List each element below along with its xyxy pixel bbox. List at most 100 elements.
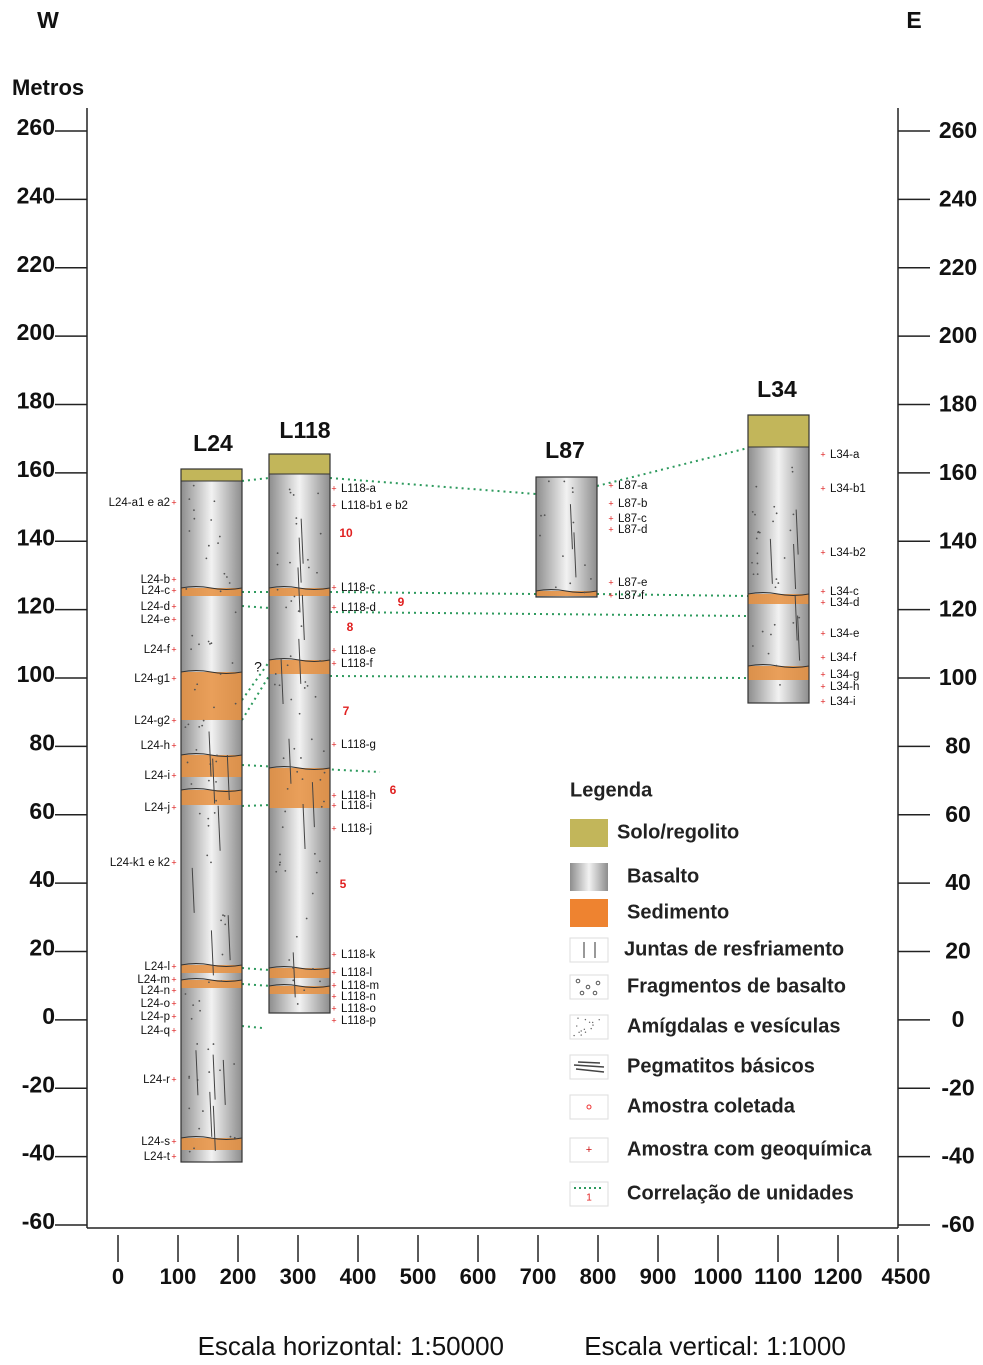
joint bbox=[794, 595, 798, 641]
vesicle bbox=[208, 1071, 211, 1073]
vesicle bbox=[298, 712, 301, 715]
joint bbox=[210, 930, 214, 976]
legend-swatch: 1 bbox=[569, 1181, 609, 1207]
vesicle bbox=[306, 684, 309, 687]
column-outline bbox=[180, 468, 243, 1163]
right-tick-label: 260 bbox=[939, 117, 977, 143]
vesicle bbox=[584, 1031, 587, 1033]
joint bbox=[288, 738, 292, 784]
x-tick-label: 400 bbox=[340, 1264, 377, 1289]
vesicle bbox=[229, 1135, 232, 1138]
vesicle bbox=[215, 799, 218, 802]
vesicle bbox=[276, 552, 279, 555]
vesicle bbox=[751, 561, 753, 564]
swatch bbox=[569, 1181, 609, 1207]
vesicle bbox=[289, 491, 292, 494]
contact bbox=[180, 788, 243, 792]
sample-label: L24-c bbox=[141, 585, 170, 597]
sediment bbox=[269, 968, 330, 978]
vesicle bbox=[233, 1063, 236, 1065]
swatch bbox=[569, 974, 609, 1000]
sample-label: L24-d bbox=[141, 601, 170, 613]
vesicle bbox=[185, 588, 188, 590]
sample-label: L34-b2 bbox=[830, 547, 866, 559]
column-outline bbox=[747, 414, 810, 704]
right-tick-label: -40 bbox=[941, 1143, 974, 1169]
vesicle bbox=[751, 645, 754, 647]
vesicle bbox=[300, 625, 303, 628]
vesicle bbox=[562, 555, 564, 558]
unit-number: 10 bbox=[339, 526, 353, 540]
vesicle bbox=[234, 702, 237, 705]
vesicle bbox=[305, 917, 308, 920]
vesicle bbox=[583, 1028, 586, 1031]
legend-label: Amígdalas e vesículas bbox=[627, 1015, 840, 1037]
vesicle bbox=[188, 530, 191, 532]
sample-marker: + bbox=[171, 715, 176, 725]
vesicle bbox=[774, 586, 777, 589]
vesicle bbox=[303, 989, 306, 992]
column bbox=[180, 468, 243, 1163]
vesicle bbox=[315, 871, 318, 874]
vesicle bbox=[215, 780, 217, 783]
joint bbox=[209, 1091, 213, 1137]
vesicle bbox=[307, 558, 309, 561]
sample-marker: + bbox=[331, 739, 336, 749]
vesicle bbox=[279, 861, 282, 864]
vesicle bbox=[590, 1027, 592, 1030]
vesicle bbox=[207, 1048, 210, 1051]
swatch bbox=[570, 863, 608, 891]
vesicle bbox=[295, 517, 298, 519]
vesicle bbox=[198, 812, 201, 815]
vesicle bbox=[779, 683, 781, 686]
sample-label: L24-m bbox=[137, 974, 170, 986]
sediment bbox=[181, 965, 242, 973]
right-tick-label: 180 bbox=[939, 391, 977, 417]
vesicle bbox=[188, 498, 191, 501]
x-tick-label: 500 bbox=[400, 1264, 437, 1289]
joint bbox=[793, 544, 797, 590]
vesicle bbox=[583, 591, 586, 594]
vesicle bbox=[198, 1127, 201, 1130]
vesicle bbox=[598, 1018, 600, 1021]
sample-marker: + bbox=[171, 974, 176, 984]
sample-label: L118-f bbox=[341, 658, 374, 670]
vesicle bbox=[193, 688, 196, 691]
joint bbox=[297, 567, 301, 613]
sediment bbox=[181, 980, 242, 988]
vesicle bbox=[323, 800, 325, 803]
vesicle bbox=[286, 664, 289, 667]
right-tick-label: 40 bbox=[945, 869, 971, 895]
sample-marker: + bbox=[820, 628, 825, 638]
sample-marker: + bbox=[171, 802, 176, 812]
sample-marker: + bbox=[171, 1011, 176, 1021]
left-tick-label: -60 bbox=[22, 1208, 55, 1234]
sample-label: L34-b1 bbox=[830, 483, 866, 495]
vesicle bbox=[190, 1017, 193, 1020]
vesicle bbox=[757, 531, 759, 534]
vesicle bbox=[323, 771, 326, 774]
unit-number: 6 bbox=[390, 783, 397, 797]
left-tick-label: 220 bbox=[17, 251, 55, 277]
vesicle bbox=[225, 576, 228, 578]
sample-marker: + bbox=[171, 585, 176, 595]
right-tick-label: 200 bbox=[939, 322, 977, 348]
vesicle bbox=[319, 660, 321, 662]
vesicle bbox=[216, 754, 218, 757]
contact bbox=[747, 664, 810, 668]
vesicle bbox=[572, 521, 575, 524]
fragment bbox=[595, 980, 601, 986]
vesicle bbox=[571, 487, 574, 489]
sample-marker: + bbox=[820, 696, 825, 706]
x-tick-label: 900 bbox=[640, 1264, 677, 1289]
legend-swatch bbox=[569, 937, 609, 963]
sample-label: L118-h bbox=[341, 790, 376, 802]
sample-marker: + bbox=[820, 597, 825, 607]
sample-marker: + bbox=[608, 590, 613, 600]
vesicle bbox=[322, 750, 325, 753]
joint bbox=[208, 731, 212, 777]
vesicle bbox=[285, 606, 288, 609]
sample-label: L118-b1 e b2 bbox=[341, 500, 408, 512]
vesicle bbox=[319, 778, 322, 781]
vesicle bbox=[202, 1110, 204, 1112]
